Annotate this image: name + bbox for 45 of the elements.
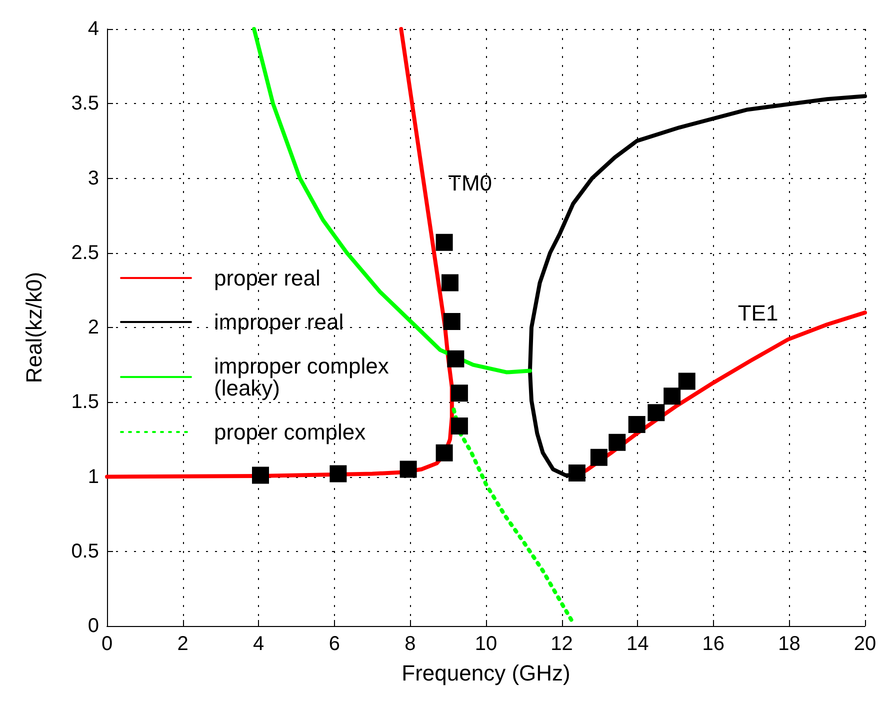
x-axis-title: Frequency (GHz) (402, 660, 570, 686)
point (590, 448, 608, 466)
point (436, 444, 453, 462)
annotation: TM0 (448, 170, 492, 196)
point (400, 460, 417, 478)
point (436, 234, 453, 251)
y-tick-label: 1.5 (71, 391, 99, 414)
annotation: TE1 (738, 300, 778, 326)
point (678, 372, 696, 390)
point (664, 388, 681, 405)
point (441, 274, 458, 292)
point (447, 350, 464, 368)
y-tick-label: 2 (88, 316, 99, 338)
point (450, 418, 468, 435)
y-tick-label: 4 (88, 18, 99, 40)
x-tick-label: 12 (550, 633, 573, 655)
x-tick-label: 4 (253, 633, 264, 655)
y-tick-label: 3 (88, 167, 99, 190)
y-axis-title: Real(kz/k0) (22, 272, 46, 384)
point (568, 464, 586, 482)
legend-label: proper complex (214, 420, 366, 444)
y-tick-label: 1 (88, 466, 99, 488)
x-tick-label: 10 (474, 633, 498, 655)
y-tick-label: 0.5 (71, 540, 99, 562)
point (443, 313, 460, 330)
x-tick-label: 2 (177, 633, 188, 655)
x-tick-label: 14 (626, 633, 649, 655)
x-tick-label: 8 (404, 633, 416, 655)
point (450, 384, 468, 402)
legend-label: proper real (214, 266, 320, 290)
y-tick-label: 2.5 (71, 242, 99, 264)
y-tick-label: 0 (88, 615, 99, 637)
point (648, 404, 665, 422)
point (252, 466, 269, 484)
point (608, 434, 626, 451)
point (330, 465, 347, 482)
x-tick-label: 20 (854, 633, 876, 655)
x-tick-label: 0 (101, 633, 113, 655)
x-tick-label: 6 (328, 633, 340, 655)
point (628, 416, 646, 434)
x-tick-label: 16 (702, 633, 725, 655)
legend-label: improper real (214, 310, 344, 334)
x-tick-label: 18 (778, 633, 800, 655)
y-tick-label: 3.5 (71, 92, 99, 115)
legend-label: improper complex (leaky) (214, 354, 389, 400)
